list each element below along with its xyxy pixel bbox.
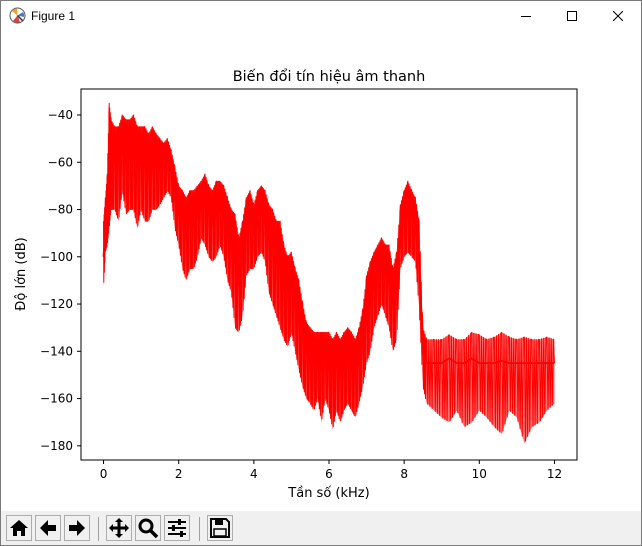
x-tick-label: 8 [400,467,408,481]
x-tick-label: 6 [325,467,333,481]
zoom-button[interactable] [135,515,161,541]
home-button[interactable] [6,515,32,541]
forward-button[interactable] [64,515,90,541]
maximize-icon [567,11,577,21]
x-tick-label: 2 [175,467,183,481]
chart-title: Biến đổi tín hiệu âm thanh [233,68,426,85]
figure-canvas[interactable]: Biến đổi tín hiệu âm thanh 0 2 4 6 8 10 12 −18… [1,31,641,511]
x-tick-label: 10 [472,467,487,481]
move-icon [109,518,129,538]
y-tick-label: −180 [40,439,73,453]
matplotlib-figure-icon [9,7,26,24]
maximize-button[interactable] [549,1,595,31]
series-oscillation [103,102,555,442]
y-tick-label: −60 [48,155,73,169]
y-axis: −180 −160 −140 −120 −100 −80 −60 −40 [40,108,81,453]
toolbar-separator [199,517,200,541]
arrow-right-icon [69,520,85,536]
close-icon [613,11,623,21]
sliders-icon [168,519,186,537]
y-axis-label: Độ lớn (dB) [14,237,29,310]
toolbar-separator [98,517,99,541]
x-axis-label: Tần số (kHz) [287,486,369,501]
minimize-icon [521,16,531,17]
back-button[interactable] [35,515,61,541]
y-tick-label: −80 [48,203,73,217]
y-tick-label: −40 [48,108,73,122]
chart: Biến đổi tín hiệu âm thanh 0 2 4 6 8 10 12 −18… [14,68,578,501]
home-icon [10,520,28,536]
y-tick-label: −160 [40,392,73,406]
save-button[interactable] [207,515,233,541]
navigation-toolbar [1,511,641,545]
pan-button[interactable] [106,515,132,541]
y-tick-label: −120 [40,297,73,311]
x-tick-label: 12 [547,467,562,481]
x-axis: 0 2 4 6 8 10 12 [100,460,562,481]
window-title: Figure 1 [31,9,76,23]
floppy-disk-icon [210,518,230,538]
title-bar[interactable]: Figure 1 [1,1,641,31]
y-tick-label: −140 [40,344,73,358]
series-line [102,137,555,376]
configure-subplots-button[interactable] [164,515,190,541]
arrow-left-icon [40,520,56,536]
x-tick-label: 0 [100,467,108,481]
series-group [102,102,555,444]
minimize-button[interactable] [503,1,549,31]
x-tick-label: 4 [250,467,258,481]
close-button[interactable] [595,1,641,31]
y-tick-label: −100 [40,250,73,264]
magnifier-icon [138,518,159,539]
